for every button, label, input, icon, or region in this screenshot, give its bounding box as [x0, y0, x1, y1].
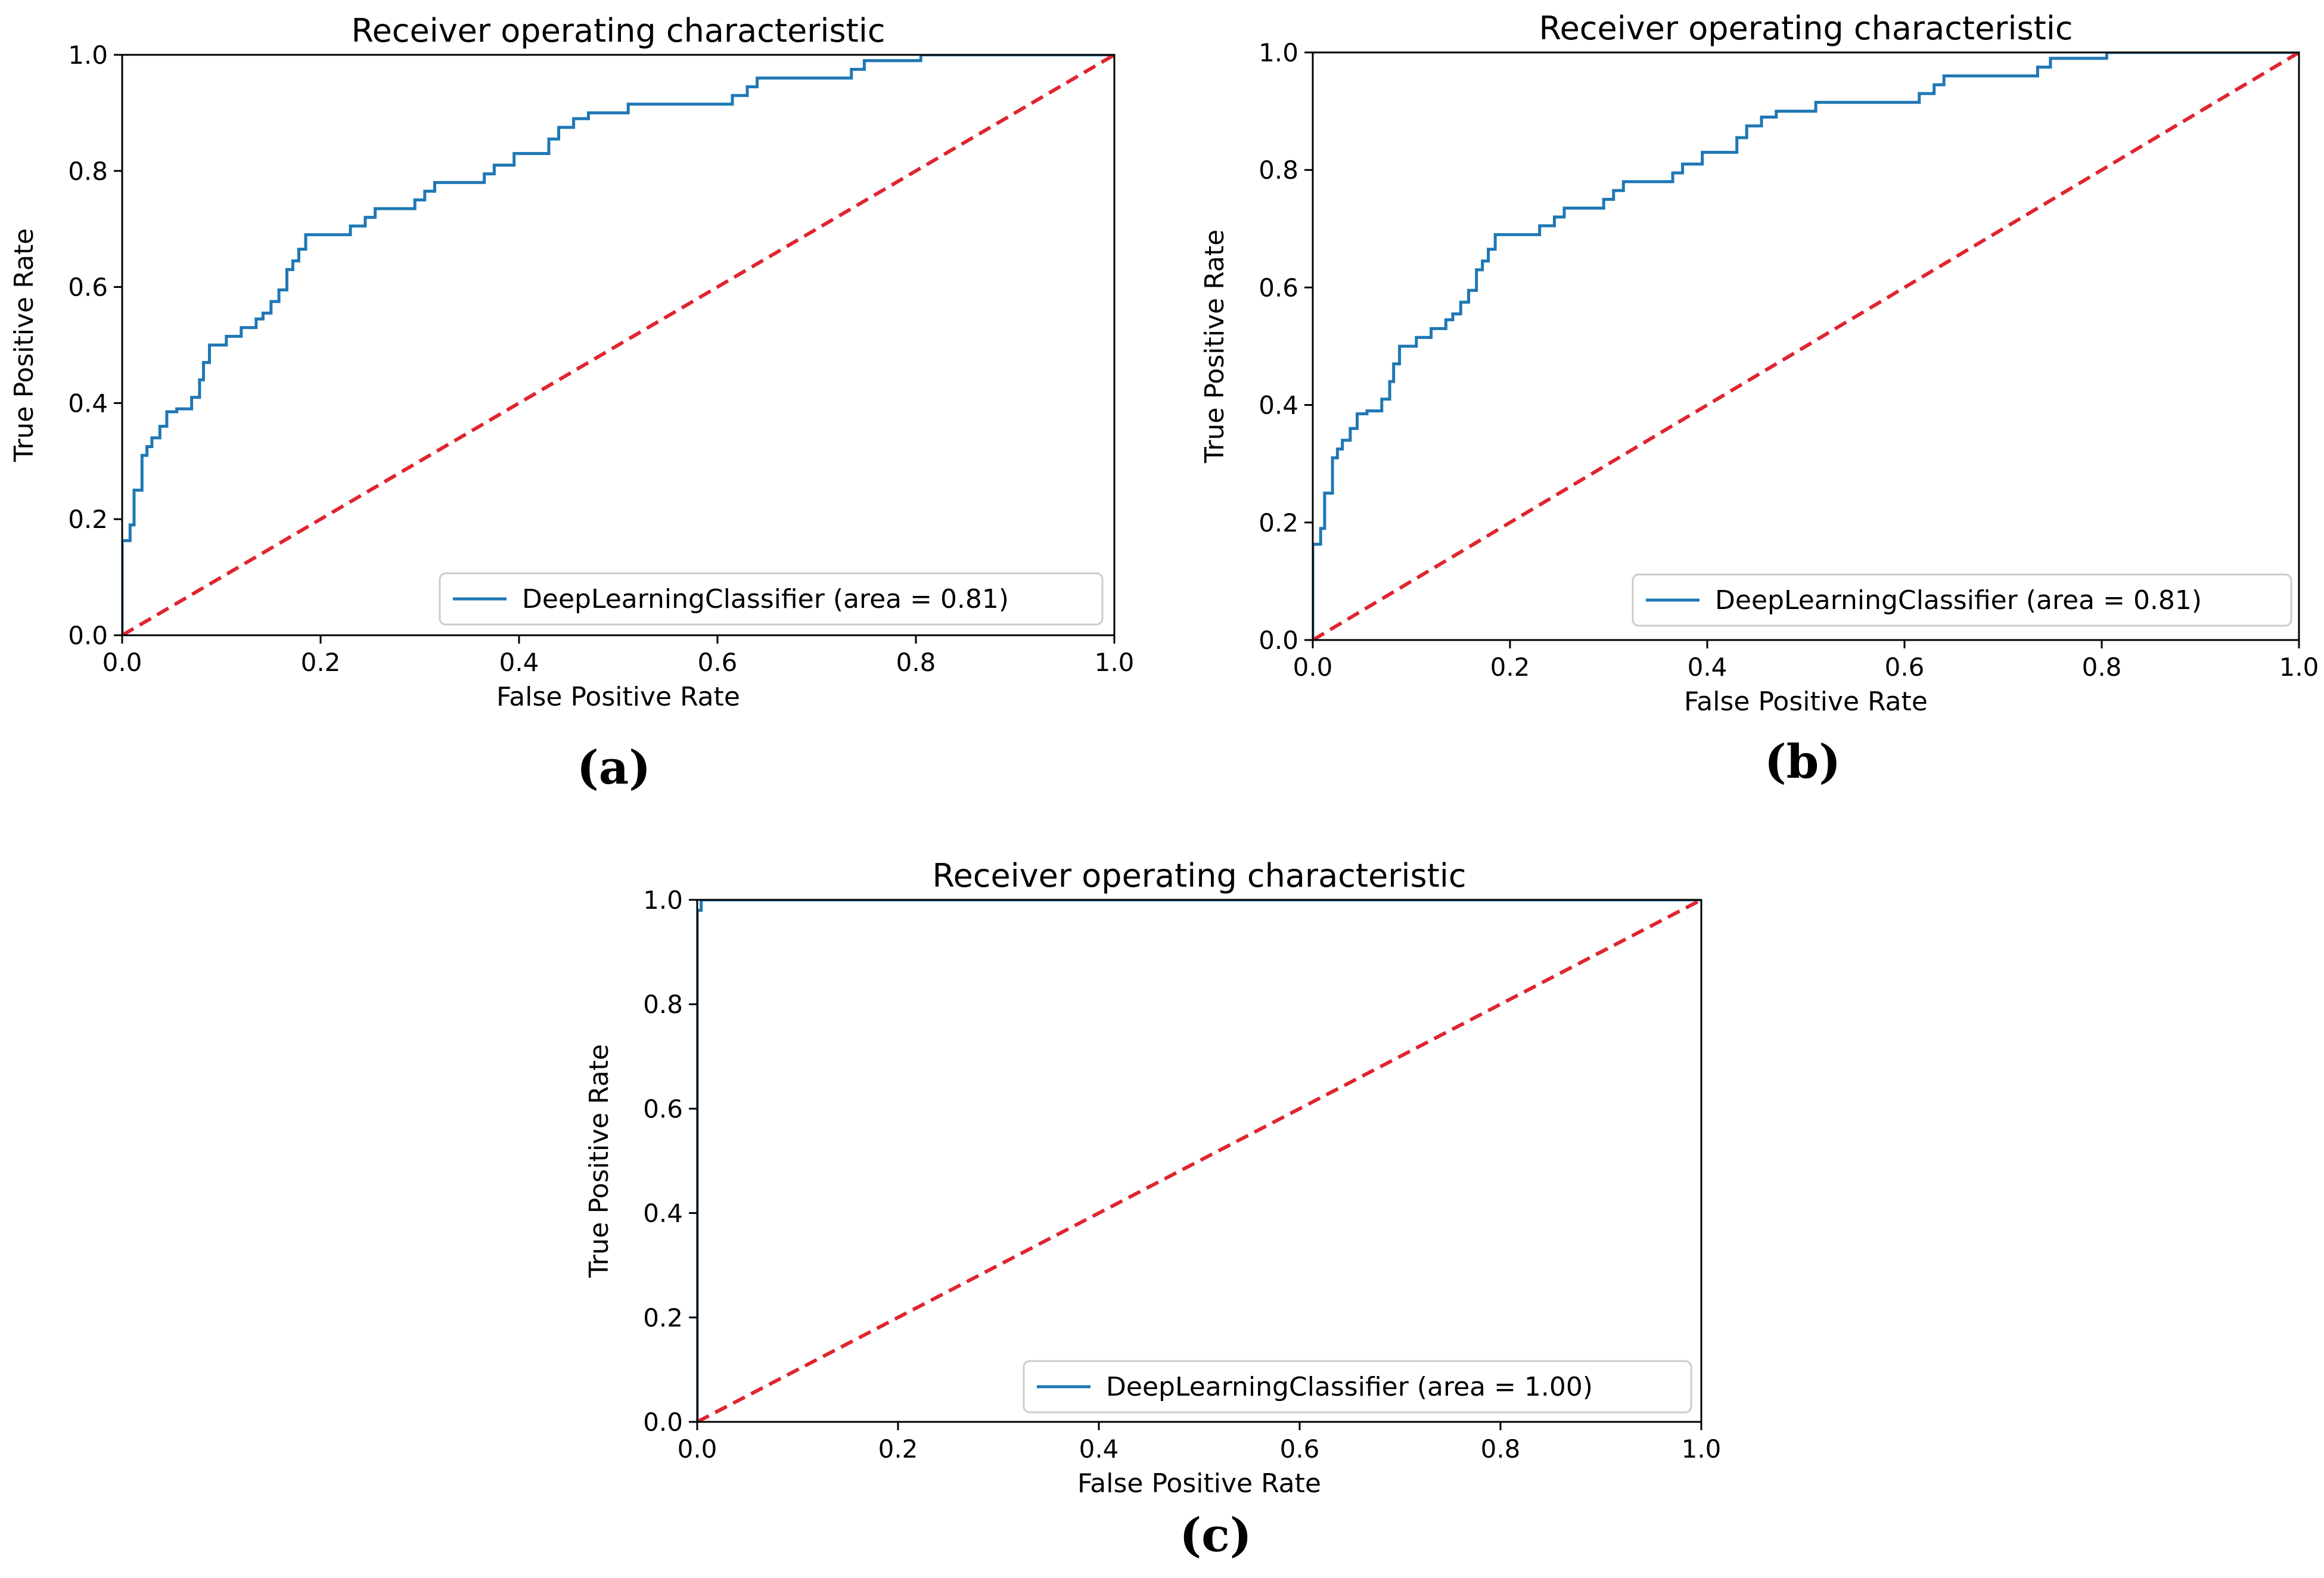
axes-frame — [696, 899, 1702, 1423]
x-tick-label: 0.6 — [1885, 653, 1925, 682]
chance-line — [122, 55, 1114, 635]
chance-line — [697, 900, 1701, 1422]
roc-chart-1: 0.0 0.2 0.4 0.6 0.8 1.0 0.0 0.2 0.4 0.6 0.8 1.0 Rece… — [9, 12, 1134, 795]
x-tick-label: 0.8 — [1481, 1434, 1521, 1464]
roc-chart-3: 0.0 0.2 0.4 0.6 0.8 1.0 0.0 0.2 0.4 0.6 0.8 1.0 Rece… — [584, 857, 1721, 1563]
x-axis-label: False Positive Rate — [1077, 1468, 1321, 1499]
roc-curve — [122, 55, 1114, 635]
y-axis-label: True Positive Rate — [9, 228, 39, 462]
legend-entry: DeepLearningClassifier (area = 0.81) — [1715, 585, 2202, 616]
chart-title: Receiver operating characteristic — [932, 857, 1466, 894]
chart-title: Receiver operating characteristic — [351, 12, 885, 49]
panel-label: (c) — [1179, 1508, 1251, 1563]
y-tick-label: 1.0 — [643, 886, 683, 915]
x-tick-label: 0.6 — [698, 648, 738, 677]
roc-curve — [697, 900, 1701, 1422]
legend-box — [1023, 1360, 1692, 1414]
x-tick-label: 0.0 — [102, 648, 142, 677]
y-tick-label: 0.6 — [68, 273, 108, 302]
legend-entry: DeepLearningClassifier (area = 1.00) — [1106, 1372, 1593, 1402]
chart-title: Receiver operating characteristic — [1539, 10, 2073, 47]
x-tick-label: 0.4 — [1079, 1434, 1119, 1464]
y-tick-label: 0.0 — [1259, 626, 1298, 655]
roc-chart-2: 0.0 0.2 0.4 0.6 0.8 1.0 0.0 0.2 0.4 0.6 0.8 1.0 Rece… — [1200, 10, 2319, 789]
y-tick-label: 0.2 — [643, 1303, 683, 1332]
y-tick-label: 1.0 — [68, 41, 108, 70]
roc-curve — [1313, 52, 2299, 640]
y-tick-label: 0.0 — [643, 1408, 683, 1437]
legend-entry: DeepLearningClassifier (area = 0.81) — [522, 584, 1009, 614]
y-tick-label: 0.4 — [643, 1199, 683, 1228]
y-tick-label: 0.8 — [68, 157, 108, 186]
x-tick-label: 0.4 — [499, 648, 539, 677]
x-tick-label: 0.8 — [2082, 653, 2122, 682]
y-tick-label: 0.6 — [1259, 273, 1298, 302]
legend-box — [439, 572, 1104, 626]
y-tick-label: 0.8 — [1259, 156, 1298, 185]
y-tick-label: 0.8 — [643, 990, 683, 1019]
axes-frame — [1312, 51, 2300, 641]
panel-label: (a) — [577, 741, 651, 795]
x-tick-label: 0.8 — [896, 648, 936, 677]
panel-label: (b) — [1764, 735, 1841, 789]
x-tick-label: 0.2 — [301, 648, 341, 677]
x-tick-label: 0.4 — [1688, 653, 1728, 682]
x-tick-label: 0.0 — [1293, 653, 1333, 682]
x-tick-label: 0.0 — [678, 1434, 717, 1464]
y-tick-label: 0.2 — [68, 505, 108, 534]
chance-line — [1313, 52, 2299, 640]
x-tick-label: 1.0 — [1682, 1434, 1722, 1464]
y-axis-label: True Positive Rate — [1200, 229, 1230, 464]
y-axis-label: True Positive Rate — [584, 1044, 614, 1278]
y-tick-label: 0.6 — [643, 1094, 683, 1123]
x-tick-label: 0.2 — [1490, 653, 1530, 682]
legend-box — [1632, 573, 2292, 627]
x-axis-label: False Positive Rate — [1684, 687, 1928, 717]
axes-frame — [121, 54, 1116, 636]
x-tick-label: 0.2 — [878, 1434, 918, 1464]
x-axis-label: False Positive Rate — [496, 682, 740, 712]
x-tick-label: 1.0 — [2279, 653, 2319, 682]
y-tick-label: 1.0 — [1259, 38, 1298, 67]
y-tick-label: 0.2 — [1259, 508, 1298, 538]
y-tick-label: 0.4 — [1259, 391, 1298, 420]
y-tick-label: 0.0 — [68, 621, 108, 650]
y-tick-label: 0.4 — [68, 389, 108, 418]
x-tick-label: 1.0 — [1095, 648, 1135, 677]
x-tick-label: 0.6 — [1280, 1434, 1320, 1464]
